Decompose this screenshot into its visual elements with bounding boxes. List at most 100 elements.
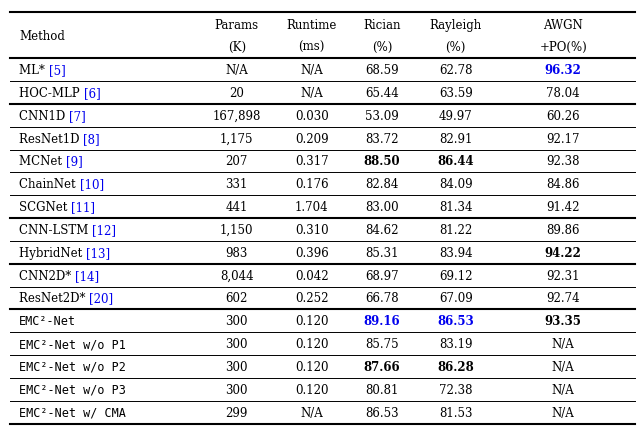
- Text: 331: 331: [226, 178, 248, 191]
- Text: 1,175: 1,175: [220, 132, 253, 145]
- Text: [8]: [8]: [83, 132, 100, 145]
- Text: [9]: [9]: [66, 155, 83, 168]
- Text: 89.86: 89.86: [547, 223, 580, 237]
- Text: CNN-LSTM: CNN-LSTM: [19, 223, 92, 237]
- Text: 207: 207: [226, 155, 248, 168]
- Text: 72.38: 72.38: [439, 383, 472, 396]
- Text: 60.26: 60.26: [547, 110, 580, 123]
- Text: EMC²-Net w/ CMA: EMC²-Net w/ CMA: [19, 406, 126, 419]
- Text: Rayleigh: Rayleigh: [429, 19, 482, 32]
- Text: [10]: [10]: [79, 178, 104, 191]
- Text: (ms): (ms): [298, 41, 325, 53]
- Text: 94.22: 94.22: [545, 246, 582, 259]
- Text: 65.44: 65.44: [365, 87, 399, 100]
- Text: EMC²-Net w/o P3: EMC²-Net w/o P3: [19, 383, 126, 396]
- Text: 92.31: 92.31: [547, 269, 580, 282]
- Text: 0.209: 0.209: [295, 132, 328, 145]
- Text: 86.44: 86.44: [437, 155, 474, 168]
- Text: SCGNet: SCGNet: [19, 201, 71, 214]
- Text: 86.28: 86.28: [437, 360, 474, 373]
- Text: [20]: [20]: [90, 292, 113, 305]
- Text: 86.53: 86.53: [365, 406, 399, 419]
- Text: N/A: N/A: [225, 64, 248, 77]
- Text: 66.78: 66.78: [365, 292, 399, 305]
- Text: 68.59: 68.59: [365, 64, 399, 77]
- Text: 78.04: 78.04: [547, 87, 580, 100]
- Text: 91.42: 91.42: [547, 201, 580, 214]
- Text: 167,898: 167,898: [212, 110, 261, 123]
- Text: [12]: [12]: [92, 223, 116, 237]
- Text: 67.09: 67.09: [439, 292, 472, 305]
- Text: 20: 20: [229, 87, 244, 100]
- Text: (K): (K): [228, 41, 246, 53]
- Text: N/A: N/A: [552, 360, 575, 373]
- Text: ML*: ML*: [19, 64, 49, 77]
- Text: 84.86: 84.86: [547, 178, 580, 191]
- Text: 83.72: 83.72: [365, 132, 399, 145]
- Text: 83.94: 83.94: [439, 246, 472, 259]
- Text: 49.97: 49.97: [439, 110, 472, 123]
- Text: HybridNet: HybridNet: [19, 246, 86, 259]
- Text: Rician: Rician: [364, 19, 401, 32]
- Text: [14]: [14]: [76, 269, 99, 282]
- Text: CNN2D*: CNN2D*: [19, 269, 76, 282]
- Text: 93.35: 93.35: [545, 314, 582, 328]
- Text: N/A: N/A: [300, 406, 323, 419]
- Text: 0.042: 0.042: [295, 269, 328, 282]
- Text: 88.50: 88.50: [364, 155, 401, 168]
- Text: 0.396: 0.396: [295, 246, 328, 259]
- Text: 300: 300: [225, 383, 248, 396]
- Text: N/A: N/A: [300, 64, 323, 77]
- Text: 1,150: 1,150: [220, 223, 253, 237]
- Text: 83.00: 83.00: [365, 201, 399, 214]
- Text: 0.317: 0.317: [295, 155, 328, 168]
- Text: AWGN: AWGN: [543, 19, 583, 32]
- Text: Runtime: Runtime: [287, 19, 337, 32]
- Text: EMC²-Net w/o P1: EMC²-Net w/o P1: [19, 337, 126, 350]
- Text: 1.704: 1.704: [295, 201, 328, 214]
- Text: 0.310: 0.310: [295, 223, 328, 237]
- Text: 0.030: 0.030: [295, 110, 328, 123]
- Text: 0.252: 0.252: [295, 292, 328, 305]
- Text: Method: Method: [19, 30, 65, 42]
- Text: 0.120: 0.120: [295, 314, 328, 328]
- Text: ChainNet: ChainNet: [19, 178, 79, 191]
- Text: (%): (%): [445, 41, 466, 53]
- Text: 82.84: 82.84: [365, 178, 399, 191]
- Text: N/A: N/A: [552, 406, 575, 419]
- Text: 602: 602: [226, 292, 248, 305]
- Text: (%): (%): [372, 41, 392, 53]
- Text: 83.19: 83.19: [439, 337, 472, 350]
- Text: N/A: N/A: [552, 383, 575, 396]
- Text: 82.91: 82.91: [439, 132, 472, 145]
- Text: 84.09: 84.09: [439, 178, 472, 191]
- Text: 300: 300: [225, 314, 248, 328]
- Text: CNN1D: CNN1D: [19, 110, 69, 123]
- Text: 80.81: 80.81: [365, 383, 399, 396]
- Text: 299: 299: [226, 406, 248, 419]
- Text: 81.34: 81.34: [439, 201, 472, 214]
- Text: 300: 300: [225, 337, 248, 350]
- Text: 68.97: 68.97: [365, 269, 399, 282]
- Text: [6]: [6]: [84, 87, 100, 100]
- Text: 63.59: 63.59: [439, 87, 472, 100]
- Text: N/A: N/A: [552, 337, 575, 350]
- Text: 92.74: 92.74: [547, 292, 580, 305]
- Text: 983: 983: [226, 246, 248, 259]
- Text: 85.75: 85.75: [365, 337, 399, 350]
- Text: 53.09: 53.09: [365, 110, 399, 123]
- Text: [13]: [13]: [86, 246, 110, 259]
- Text: +PO(%): +PO(%): [540, 41, 587, 53]
- Text: 92.17: 92.17: [547, 132, 580, 145]
- Text: 62.78: 62.78: [439, 64, 472, 77]
- Text: EMC²-Net w/o P2: EMC²-Net w/o P2: [19, 360, 126, 373]
- Text: 96.32: 96.32: [545, 64, 582, 77]
- Text: 86.53: 86.53: [437, 314, 474, 328]
- Text: ResNet2D*: ResNet2D*: [19, 292, 90, 305]
- Text: 85.31: 85.31: [365, 246, 399, 259]
- Text: 8,044: 8,044: [220, 269, 253, 282]
- Text: 441: 441: [226, 201, 248, 214]
- Text: 69.12: 69.12: [439, 269, 472, 282]
- Text: Params: Params: [215, 19, 259, 32]
- Text: HOC-MLP: HOC-MLP: [19, 87, 84, 100]
